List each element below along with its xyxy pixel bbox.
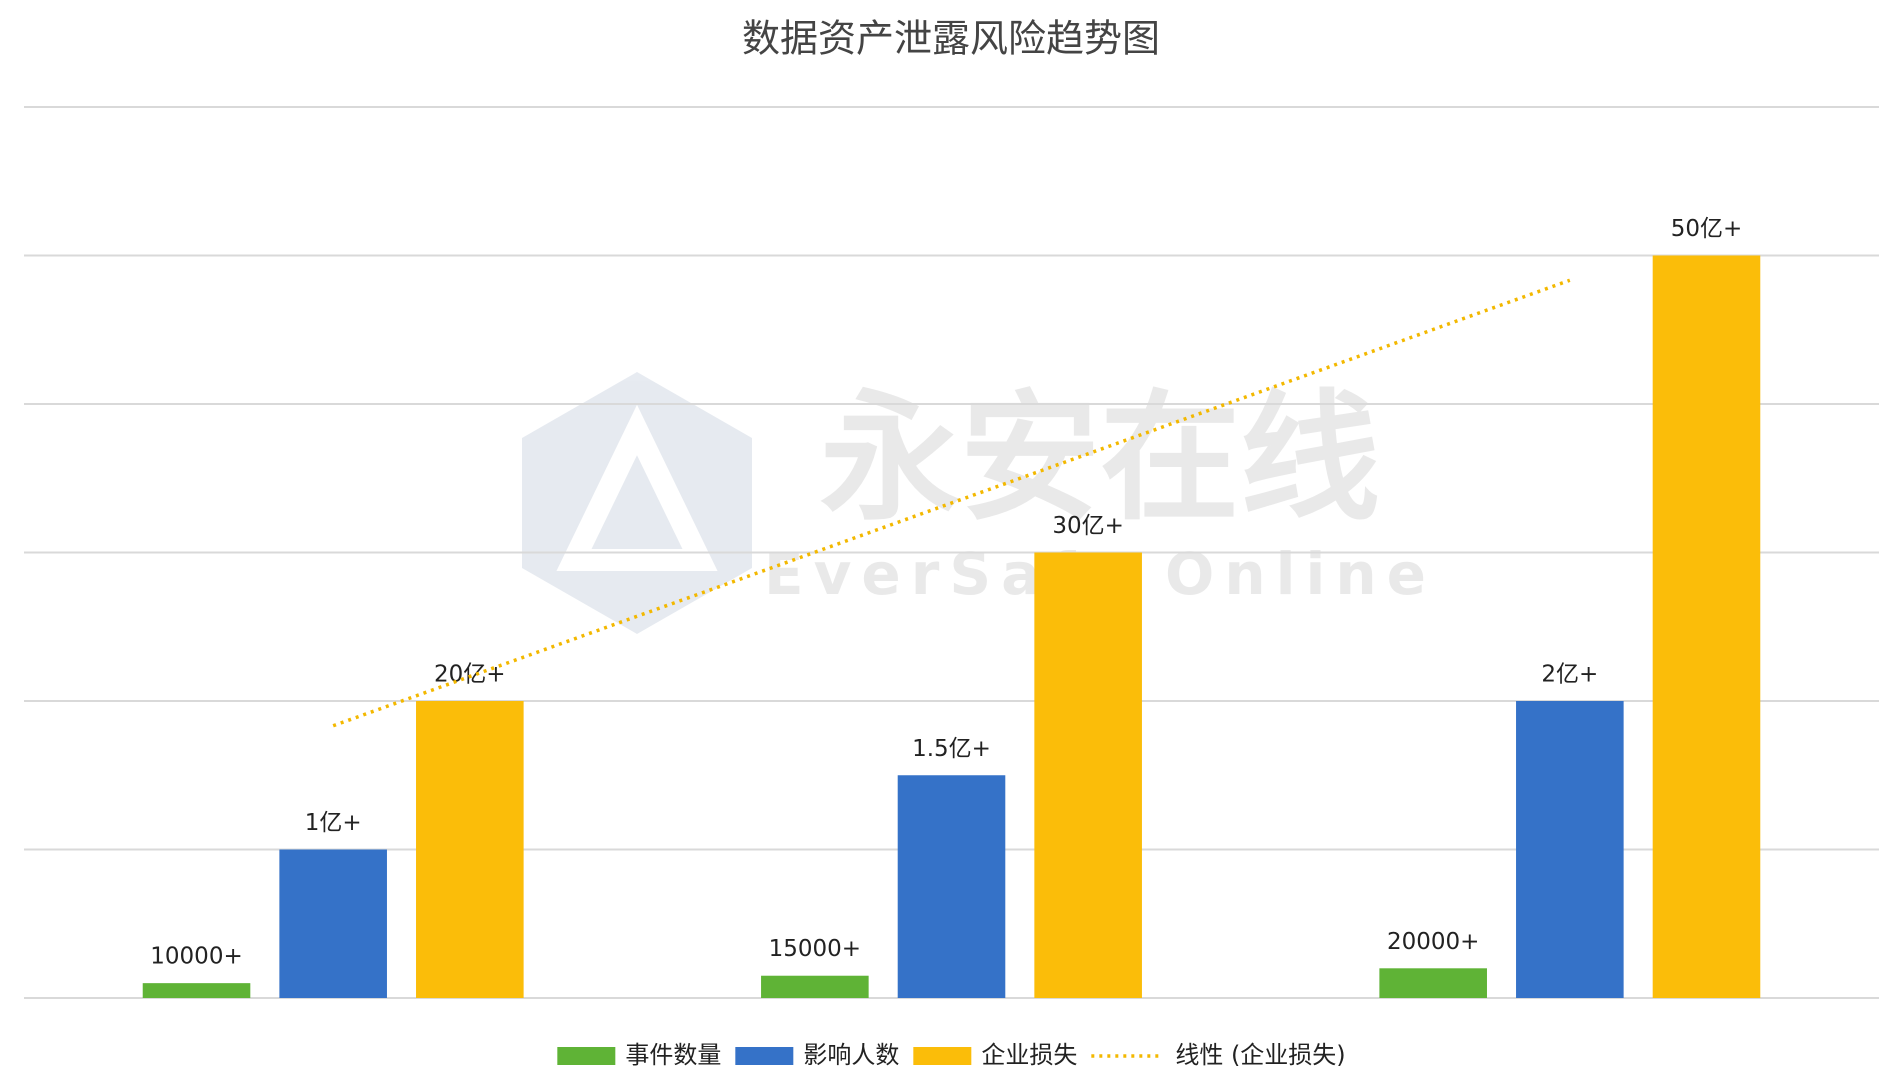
- bar: [1379, 968, 1487, 998]
- value-label: 2亿+: [1541, 662, 1598, 688]
- value-label: 20000+: [1387, 929, 1479, 955]
- bar: [1516, 701, 1624, 998]
- bar: [416, 701, 524, 998]
- legend-label: 事件数量: [625, 1041, 721, 1069]
- bar: [142, 983, 251, 998]
- bar: [897, 775, 1006, 998]
- value-label: 20亿+: [434, 662, 506, 688]
- watermark-logo-mark: [556, 404, 718, 571]
- legend-label: 影响人数: [803, 1041, 899, 1069]
- trendline: [332, 278, 1571, 728]
- legend-label: 线性 (企业损失): [1175, 1041, 1345, 1069]
- legend-swatch: [735, 1047, 794, 1065]
- value-label: 1.5亿+: [912, 736, 991, 762]
- bar: [1034, 552, 1142, 998]
- bar: [761, 975, 869, 998]
- value-label: 1亿+: [305, 810, 362, 836]
- watermark-logo: [522, 372, 752, 634]
- value-label: 50亿+: [1671, 216, 1743, 242]
- chart-title: 数据资产泄露风险趋势图: [742, 17, 1160, 61]
- watermark: 永安在线 EverSafe Online: [522, 372, 1426, 634]
- value-label: 10000+: [150, 944, 242, 970]
- legend-swatch: [557, 1047, 616, 1065]
- bar: [1652, 255, 1761, 998]
- value-label: 15000+: [769, 936, 861, 962]
- legend-label: 企业损失: [981, 1041, 1077, 1069]
- legend: 事件数量 影响人数 企业损失 线性 (企业损失): [557, 1041, 1346, 1069]
- value-label: 30亿+: [1052, 513, 1124, 539]
- legend-swatch: [913, 1047, 972, 1065]
- bar: [279, 849, 387, 998]
